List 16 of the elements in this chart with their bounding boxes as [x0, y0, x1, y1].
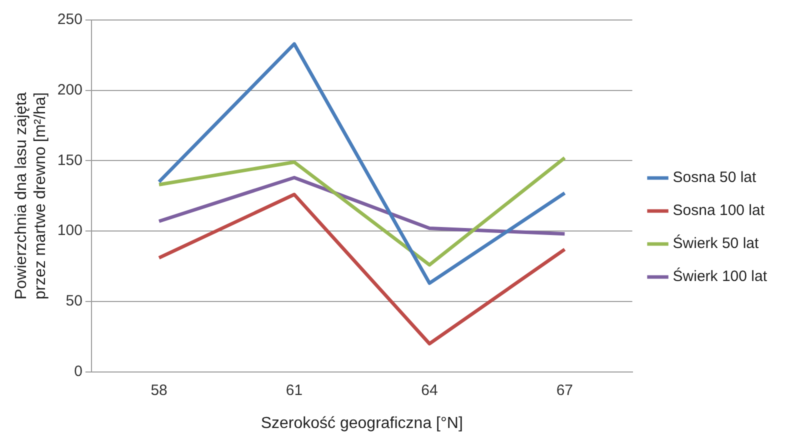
y-tick-label: 200: [57, 82, 82, 98]
x-tick-label: 64: [421, 382, 438, 399]
legend-label: Sosna 100 lat: [672, 202, 766, 220]
y-tick-label: 150: [57, 152, 82, 169]
legend-label: Sosna 50 lat: [672, 169, 758, 186]
x-tick-label: 67: [556, 382, 574, 399]
y-tick-label: 250: [57, 11, 82, 28]
x-tick-label: 61: [286, 382, 303, 399]
y-axis-title: Powierzchnia dna lasu zajęta przez martwe drewno [m²/ha]: [13, 92, 50, 300]
legend-label: Świerk 50 lat: [672, 234, 760, 252]
legend-label: Świerk 100 lat: [672, 267, 768, 286]
x-tick-label: 58: [150, 382, 168, 399]
x-axis-title: Szerokość geograficzna [°N]: [260, 414, 463, 432]
y-tick-label: 50: [66, 292, 82, 310]
y-tick-label: 100: [57, 222, 82, 240]
y-tick-label: 0: [74, 362, 82, 380]
